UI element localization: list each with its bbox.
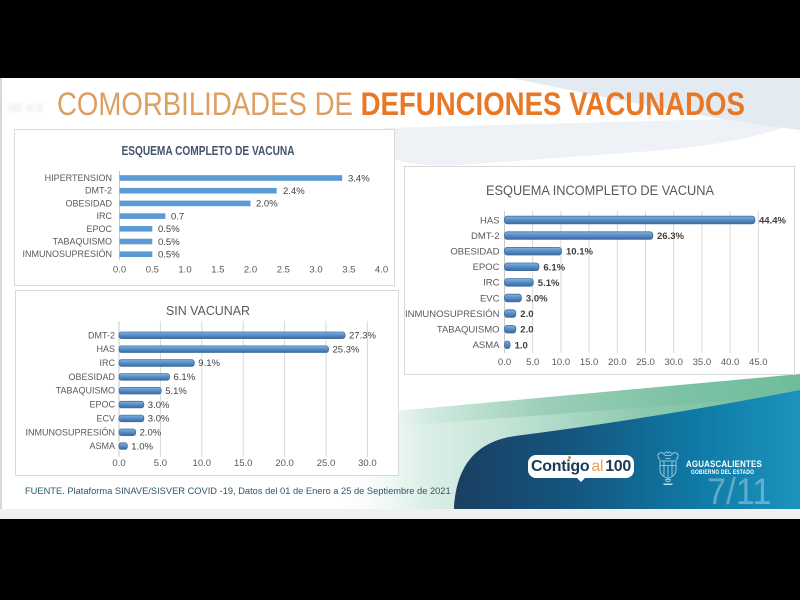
svg-text:15.0: 15.0 [580, 357, 599, 368]
svg-text:TABAQUISMO: TABAQUISMO [56, 386, 115, 396]
svg-text:25.0: 25.0 [636, 357, 655, 368]
svg-text:10.0: 10.0 [193, 458, 212, 469]
svg-text:EPOC: EPOC [89, 400, 115, 410]
svg-text:EVC: EVC [480, 293, 500, 304]
svg-text:30.0: 30.0 [664, 357, 683, 368]
svg-text:2.0: 2.0 [520, 325, 533, 336]
svg-text:25.0: 25.0 [317, 458, 336, 469]
svg-text:6.1%: 6.1% [174, 372, 196, 383]
svg-text:25.3%: 25.3% [333, 344, 360, 355]
svg-text:4.0: 4.0 [375, 265, 388, 276]
svg-text:0.5%: 0.5% [158, 250, 180, 261]
svg-text:35.0: 35.0 [693, 357, 712, 368]
svg-text:5.0: 5.0 [526, 357, 539, 368]
svg-text:26.3%: 26.3% [657, 231, 684, 242]
svg-text:2.0: 2.0 [520, 309, 533, 320]
svg-text:45.0: 45.0 [749, 357, 768, 368]
svg-text:20.0: 20.0 [275, 458, 294, 469]
svg-text:2.4%: 2.4% [283, 186, 305, 197]
svg-text:0.5%: 0.5% [158, 224, 180, 235]
svg-text:0.0: 0.0 [113, 265, 126, 276]
svg-text:HIPERTENSION: HIPERTENSION [45, 173, 112, 183]
svg-text:ASMA: ASMA [473, 340, 501, 351]
svg-text:27.3%: 27.3% [349, 331, 376, 342]
svg-text:HAS: HAS [480, 215, 500, 226]
svg-text:0.7: 0.7 [171, 211, 184, 222]
svg-text:HAS: HAS [96, 344, 115, 354]
svg-text:2.5: 2.5 [277, 265, 290, 276]
svg-text:2.0%: 2.0% [140, 428, 162, 439]
svg-text:1.0%: 1.0% [131, 441, 153, 452]
svg-text:DMT-2: DMT-2 [471, 231, 500, 242]
svg-text:5.1%: 5.1% [165, 386, 187, 397]
svg-text:ASMA: ASMA [89, 441, 115, 451]
svg-text:44.4%: 44.4% [759, 216, 786, 227]
svg-text:SIN VACUNAR: SIN VACUNAR [166, 303, 250, 318]
svg-text:ECV: ECV [96, 413, 115, 423]
svg-text:ESQUEMA COMPLETO DE VACUNA: ESQUEMA COMPLETO DE VACUNA [122, 144, 295, 158]
svg-text:6.1%: 6.1% [543, 262, 565, 273]
svg-text:EPOC: EPOC [473, 262, 500, 273]
svg-text:40.0: 40.0 [721, 357, 740, 368]
svg-text:IRC: IRC [483, 278, 500, 289]
svg-text:10.0: 10.0 [552, 357, 571, 368]
svg-text:2.0: 2.0 [244, 265, 257, 276]
svg-text:3.5: 3.5 [342, 265, 355, 276]
svg-text:1.0: 1.0 [178, 265, 191, 276]
svg-text:10.1%: 10.1% [566, 247, 593, 258]
svg-text:3.0%: 3.0% [148, 414, 170, 425]
svg-text:2.0%: 2.0% [256, 199, 278, 210]
svg-text:ESQUEMA INCOMPLETO DE VACUNA: ESQUEMA INCOMPLETO DE VACUNA [486, 183, 714, 198]
svg-text:3.0: 3.0 [309, 265, 322, 276]
svg-text:TABAQUISMO: TABAQUISMO [437, 325, 500, 336]
svg-text:5.0: 5.0 [154, 458, 167, 469]
svg-text:15.0: 15.0 [234, 458, 253, 469]
svg-text:3.4%: 3.4% [348, 173, 370, 184]
svg-text:DMT-2: DMT-2 [85, 186, 112, 196]
svg-text:0.0: 0.0 [498, 357, 511, 368]
svg-text:30.0: 30.0 [358, 458, 377, 469]
svg-text:3.0%: 3.0% [526, 294, 548, 305]
svg-text:INMUNOSUPRESIÓN: INMUNOSUPRESIÓN [25, 427, 115, 437]
svg-text:IRC: IRC [100, 358, 116, 368]
svg-text:DMT-2: DMT-2 [88, 330, 115, 340]
svg-text:3.0%: 3.0% [148, 400, 170, 411]
svg-text:0.0: 0.0 [112, 458, 125, 469]
svg-text:OBESIDAD: OBESIDAD [68, 372, 115, 382]
svg-text:1.5: 1.5 [211, 265, 224, 276]
svg-text:IRC: IRC [97, 211, 113, 221]
svg-text:INMUNOSUPRESIÓN: INMUNOSUPRESIÓN [22, 249, 112, 259]
svg-text:0.5%: 0.5% [158, 237, 180, 248]
svg-text:INMUNOSUPRESIÓN: INMUNOSUPRESIÓN [405, 309, 500, 320]
svg-text:OBESIDAD: OBESIDAD [65, 198, 112, 208]
svg-text:9.1%: 9.1% [198, 358, 220, 369]
svg-text:5.1%: 5.1% [538, 278, 560, 289]
svg-text:TABAQUISMO: TABAQUISMO [53, 237, 112, 247]
svg-text:EPOC: EPOC [86, 224, 112, 234]
svg-text:0.5: 0.5 [146, 265, 159, 276]
svg-text:20.0: 20.0 [608, 357, 627, 368]
svg-text:OBESIDAD: OBESIDAD [450, 247, 499, 258]
svg-text:1.0: 1.0 [515, 340, 528, 351]
